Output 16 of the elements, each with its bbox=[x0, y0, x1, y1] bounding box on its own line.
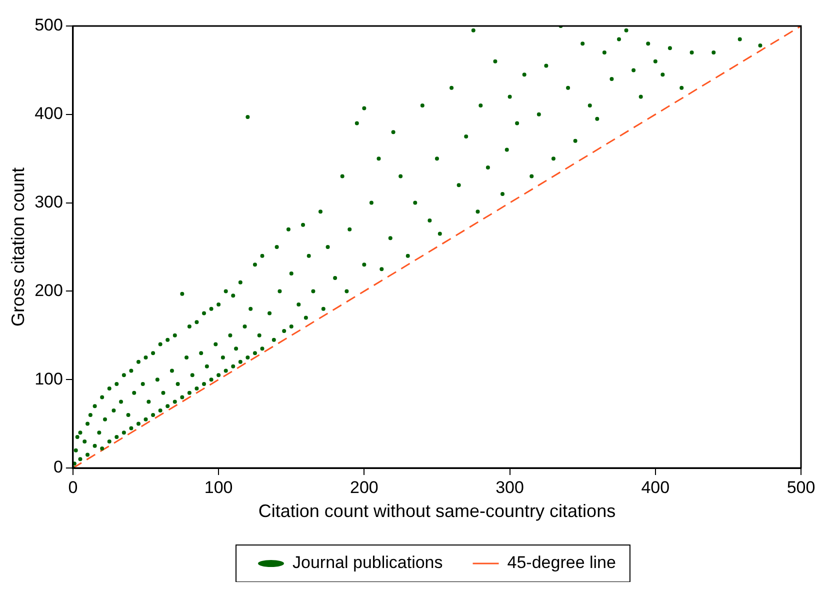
x-axis-title: Citation count without same-country citations bbox=[258, 501, 616, 522]
y-tick-label: 400 bbox=[34, 104, 63, 124]
y-tick-label: 0 bbox=[53, 458, 63, 477]
x-tick-label: 300 bbox=[496, 478, 524, 497]
y-tick-label: 100 bbox=[34, 369, 63, 388]
x-tick-label: 100 bbox=[204, 478, 233, 497]
legend-label: 45-degree line bbox=[507, 553, 616, 572]
x-tick-label: 200 bbox=[350, 478, 378, 497]
legend-label: Journal publications bbox=[292, 553, 443, 572]
y-tick-label: 500 bbox=[34, 16, 63, 35]
x-tick-label: 0 bbox=[68, 478, 78, 497]
y-tick-label: 300 bbox=[34, 192, 63, 212]
x-tick-label: 400 bbox=[641, 478, 670, 497]
y-axis-title: Gross citation count bbox=[8, 167, 28, 327]
y-tick-label: 200 bbox=[34, 280, 63, 300]
x-tick-label: 500 bbox=[786, 478, 816, 497]
